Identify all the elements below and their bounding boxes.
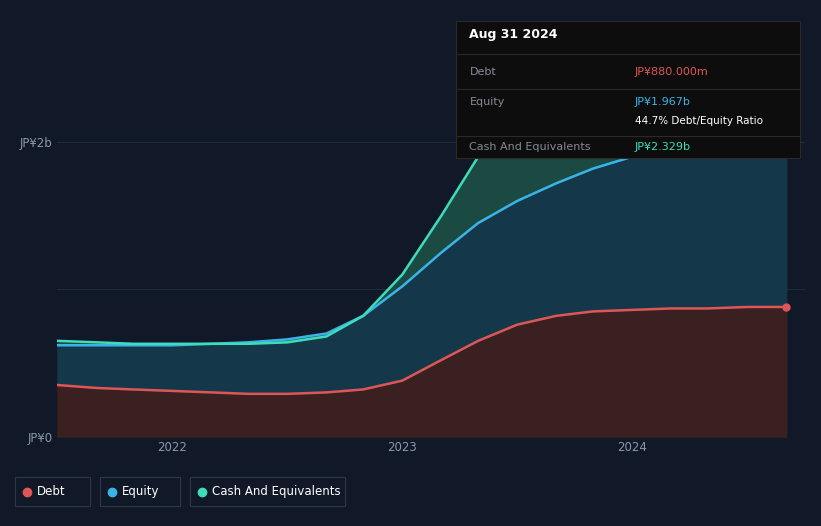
Text: Cash And Equivalents: Cash And Equivalents xyxy=(212,485,341,498)
Text: Equity: Equity xyxy=(122,485,159,498)
Text: JP¥1.967b: JP¥1.967b xyxy=(635,97,690,107)
Text: Debt: Debt xyxy=(37,485,66,498)
Text: 44.7% Debt/Equity Ratio: 44.7% Debt/Equity Ratio xyxy=(635,116,763,126)
Text: Equity: Equity xyxy=(470,97,505,107)
Text: Cash And Equivalents: Cash And Equivalents xyxy=(470,142,591,152)
Text: JP¥880.000m: JP¥880.000m xyxy=(635,67,709,77)
Text: Aug 31 2024: Aug 31 2024 xyxy=(470,28,558,41)
Text: JP¥2.329b: JP¥2.329b xyxy=(635,142,691,152)
Text: Debt: Debt xyxy=(470,67,496,77)
